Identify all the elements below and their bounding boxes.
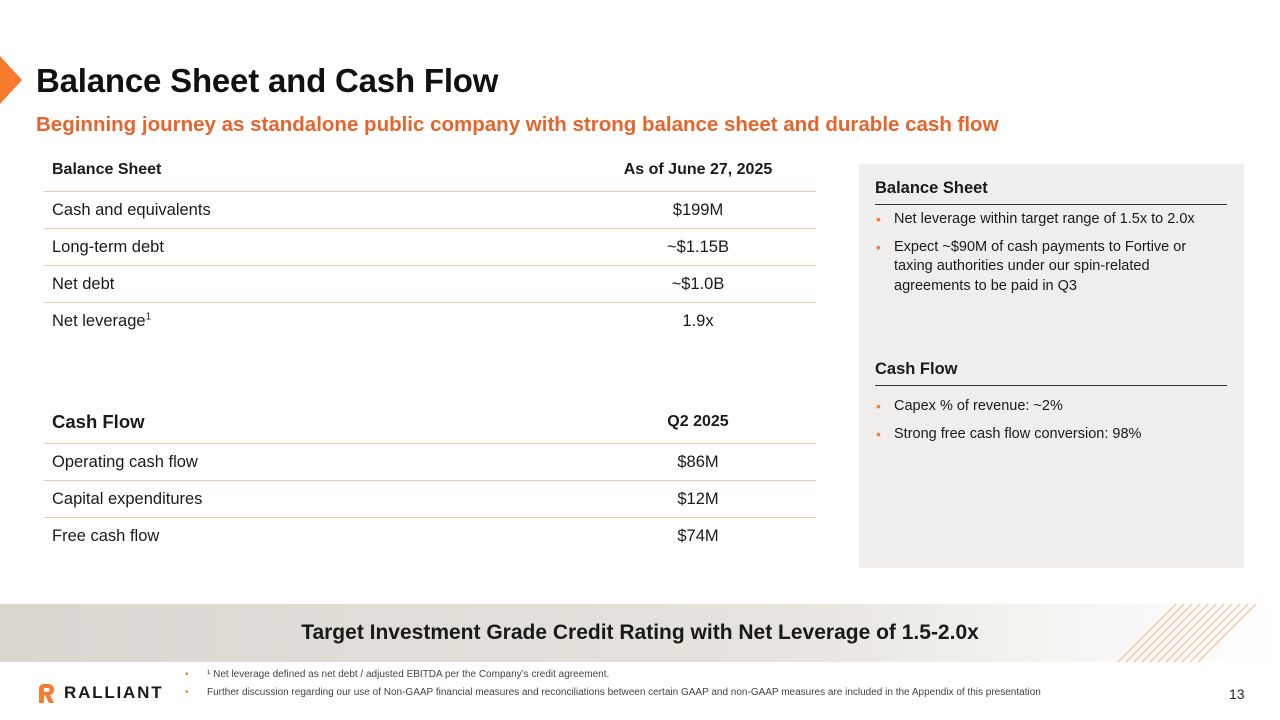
table-row: Cash and equivalents $199M	[44, 192, 816, 229]
row-value: ~$1.0B	[671, 274, 725, 293]
bullet-icon: •	[876, 425, 881, 442]
bullet-icon: •	[876, 238, 881, 255]
company-logo: RALLIANT	[37, 683, 163, 703]
table-header-label: Balance Sheet	[52, 160, 162, 178]
cash-flow-bullets: • Capex % of revenue: ~2% • Strong free …	[875, 397, 1220, 452]
row-label: Net leverage	[52, 312, 146, 330]
row-value: $86M	[677, 452, 719, 471]
row-label: Free cash flow	[52, 527, 160, 545]
ralliant-logo-icon	[39, 684, 54, 703]
footnote-text: Further discussion regarding our use of …	[207, 687, 1041, 698]
bullet-icon: •	[185, 669, 189, 680]
balance-sheet-bullets: • Net leverage within target range of 1.…	[875, 210, 1220, 304]
table-header: Balance Sheet As of June 27, 2025	[44, 148, 816, 192]
table-header: Cash Flow Q2 2025	[44, 400, 816, 444]
footnotes: • ¹ Net leverage defined as net debt / a…	[185, 668, 1041, 704]
row-value: $74M	[677, 527, 719, 545]
table-row: Free cash flow $74M	[44, 518, 816, 555]
row-label: Cash and equivalents	[52, 200, 211, 219]
footnote-marker: 1	[145, 311, 152, 323]
table-header-value: Q2 2025	[667, 412, 729, 430]
table-row: Capital expenditures $12M	[44, 481, 816, 518]
footnote-text: ¹ Net leverage defined as net debt / adj…	[207, 669, 610, 680]
bullet-text: Net leverage within target range of 1.5x…	[894, 211, 1195, 227]
page-title: Balance Sheet and Cash Flow	[36, 62, 499, 99]
key-takeaway-banner: Target Investment Grade Credit Rating wi…	[0, 604, 1280, 662]
logo-wordmark: RALLIANT	[64, 683, 164, 702]
bullet-text: Capex % of revenue: ~2%	[894, 398, 1063, 414]
row-value: $199M	[672, 200, 724, 219]
bullet-icon: •	[876, 211, 881, 227]
table-header-label: Cash Flow	[52, 410, 145, 432]
row-value: 1.9x	[682, 312, 714, 330]
bullet-text: Expect ~$90M of cash payments to Fortive…	[894, 238, 1187, 294]
row-label: Operating cash flow	[52, 452, 198, 471]
list-item: • Net leverage within target range of 1.…	[875, 210, 1220, 230]
footnote: • Further discussion regarding our use o…	[185, 686, 1041, 704]
row-value: $12M	[677, 489, 719, 508]
orange-chevron-icon	[0, 56, 22, 104]
balance-sheet-table: Balance Sheet As of June 27, 2025 Cash a…	[44, 148, 816, 340]
row-value: ~$1.15B	[667, 237, 729, 256]
banner-text: Target Investment Grade Credit Rating wi…	[301, 621, 979, 644]
bullet-icon: •	[185, 687, 189, 698]
list-item: • Strong free cash flow conversion: 98%	[875, 425, 1220, 445]
row-label: Net debt	[52, 274, 115, 293]
row-label: Capital expenditures	[52, 489, 203, 508]
footnote: • ¹ Net leverage defined as net debt / a…	[185, 668, 1041, 686]
table-row: Long-term debt ~$1.15B	[44, 229, 816, 266]
diagonal-stripes-icon	[1118, 604, 1257, 662]
bullet-text: Strong free cash flow conversion: 98%	[894, 425, 1142, 442]
table-header-value: As of June 27, 2025	[623, 160, 773, 178]
row-label-with-footnote: Net leverage1	[52, 312, 151, 331]
page-subtitle: Beginning journey as standalone public c…	[36, 113, 999, 136]
panel-section-title-cash-flow: Cash Flow	[875, 360, 1227, 386]
list-item: • Expect ~$90M of cash payments to Forti…	[875, 238, 1220, 297]
row-label: Long-term debt	[52, 237, 164, 256]
bullet-icon: •	[876, 398, 881, 414]
panel-section-title-balance-sheet: Balance Sheet	[875, 179, 1227, 205]
list-item: • Capex % of revenue: ~2%	[875, 397, 1220, 417]
table-row: Net debt ~$1.0B	[44, 266, 816, 303]
page-number: 13	[1229, 686, 1245, 702]
table-row: Operating cash flow $86M	[44, 444, 816, 481]
table-row: Net leverage1 1.9x	[44, 303, 816, 340]
cash-flow-table: Cash Flow Q2 2025 Operating cash flow $8…	[44, 400, 816, 555]
commentary-panel: Balance Sheet • Net leverage within targ…	[859, 164, 1244, 568]
